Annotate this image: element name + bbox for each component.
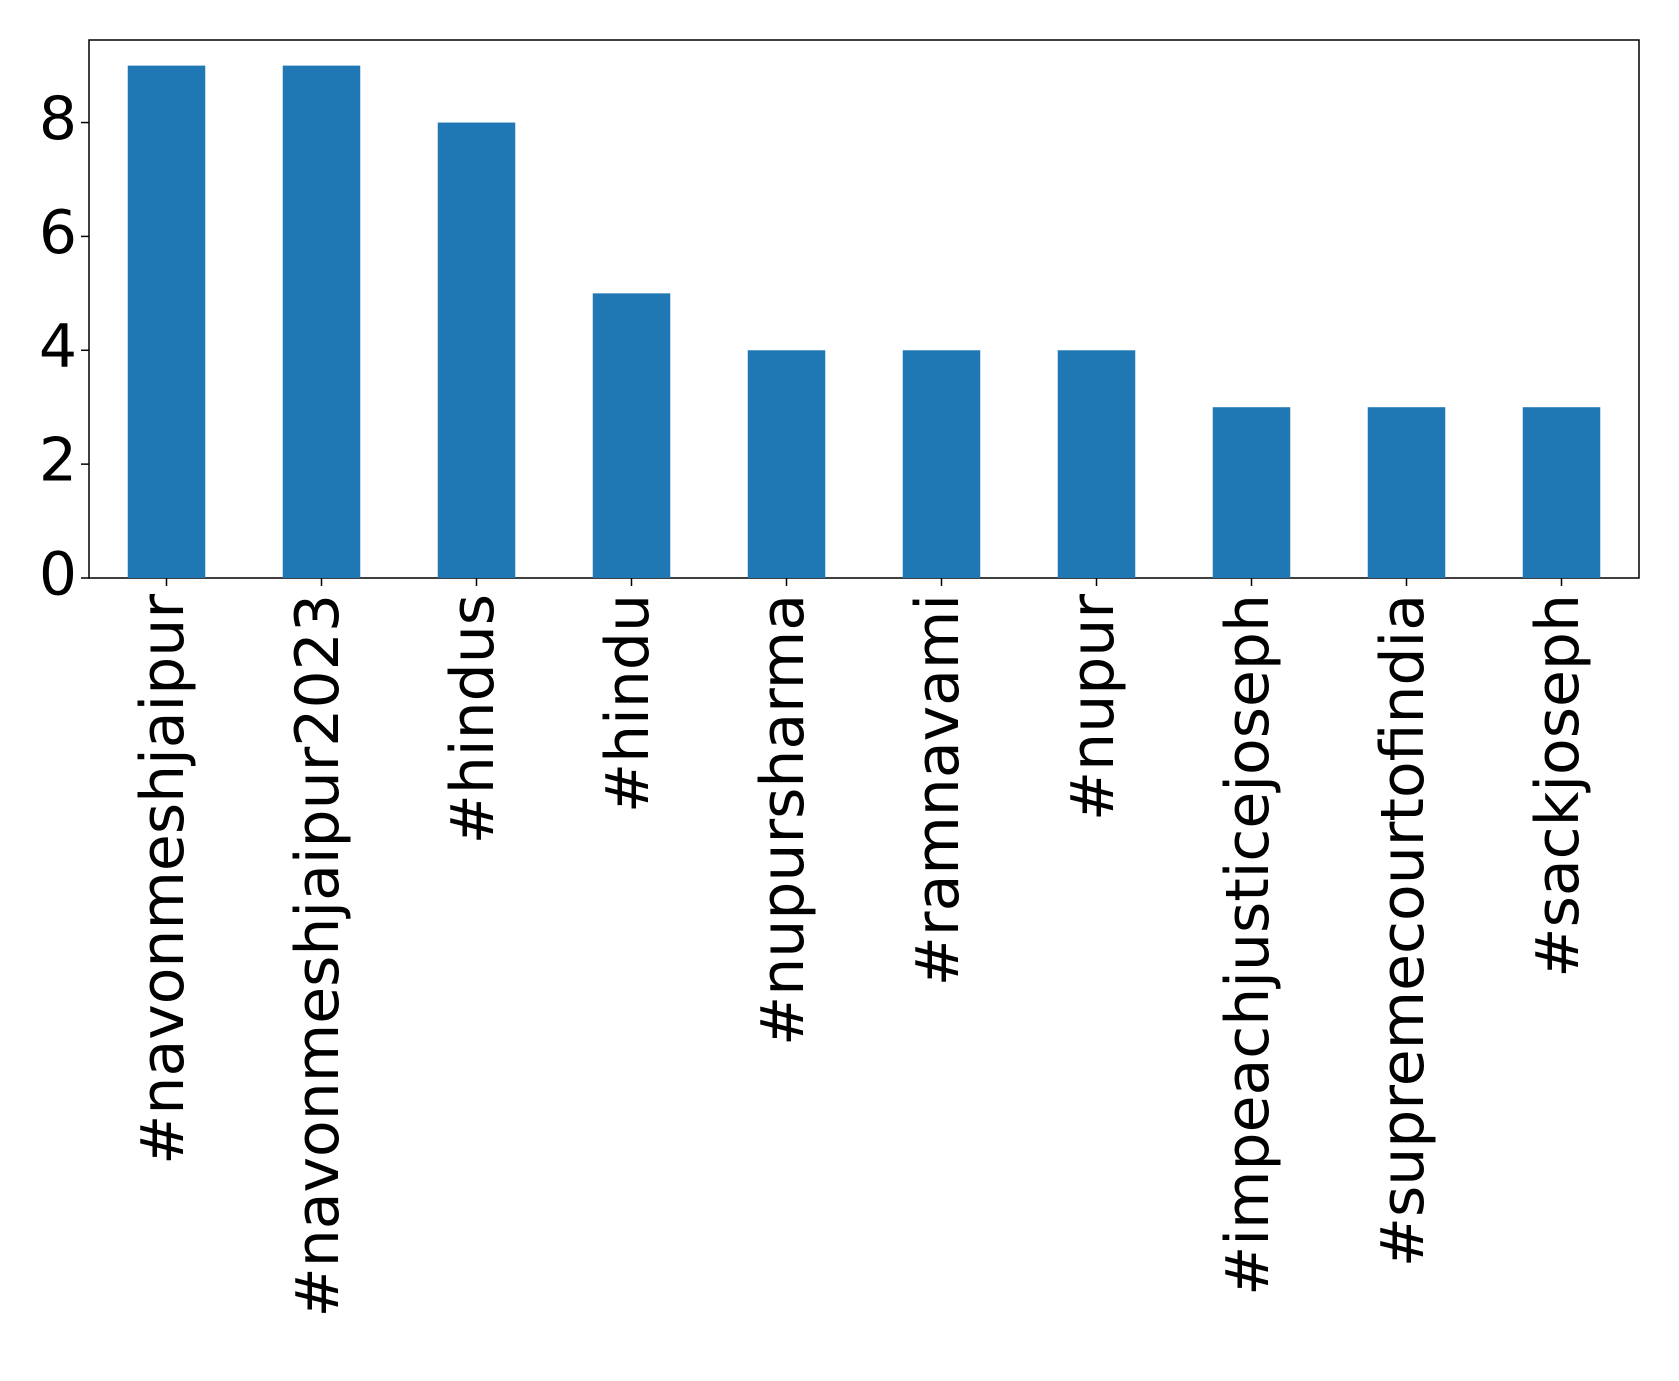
bar (282, 65, 361, 579)
x-tick-label: #impeachjusticejoseph (1213, 594, 1283, 1296)
x-tick-label: #ramnavami (903, 594, 973, 986)
x-tick-label: #hindus (438, 594, 508, 844)
x-tick-label: #navonmeshjaipur (128, 594, 198, 1165)
y-tick-label: 4 (39, 312, 77, 382)
bar (902, 350, 981, 578)
x-tick-label: #supremecourtofindia (1368, 594, 1438, 1267)
y-tick-label: 8 (39, 84, 77, 154)
bar (1367, 407, 1446, 578)
bar (1057, 350, 1136, 578)
y-tick-label: 0 (39, 540, 77, 610)
plot-frame (88, 39, 1640, 579)
bar (437, 122, 516, 578)
x-tick-label: #nupursharma (748, 594, 818, 1046)
bar (747, 350, 826, 578)
bar (1522, 407, 1601, 578)
x-tick-label: #navonmeshjaipur2023 (283, 594, 353, 1318)
bar (1212, 407, 1291, 578)
y-tick-label: 2 (39, 426, 77, 496)
y-tick-label: 6 (39, 198, 77, 268)
x-tick-label: #nupur (1058, 594, 1128, 821)
x-tick-label: #sackjoseph (1523, 594, 1593, 978)
bar (127, 65, 206, 579)
bar (592, 293, 671, 578)
x-tick-label: #hindu (593, 594, 663, 813)
